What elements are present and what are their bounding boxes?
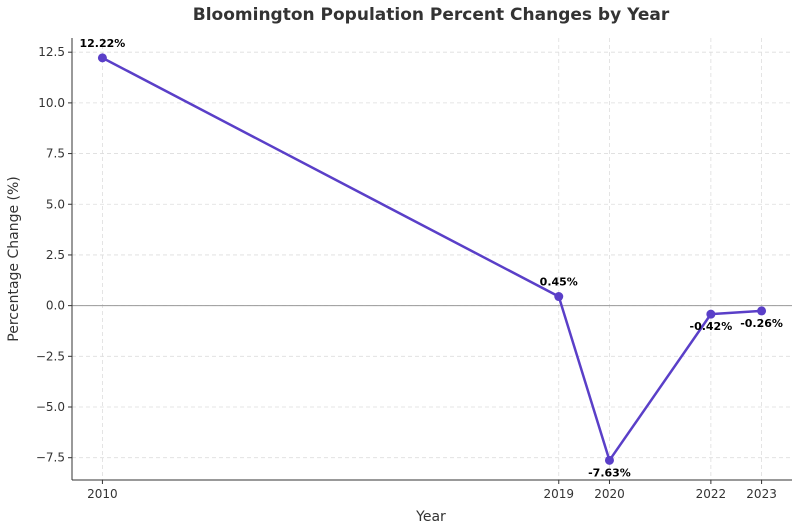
data-label: -7.63% (588, 466, 631, 479)
x-axis-label: Year (415, 509, 446, 525)
y-tick-label: 5.0 (46, 197, 65, 211)
x-tick-label: 2019 (543, 487, 574, 501)
data-label: -0.26% (740, 317, 783, 330)
x-tick-label: 2023 (746, 487, 777, 501)
y-tick-label: −2.5 (36, 349, 65, 363)
y-axis-label: Percentage Change (%) (6, 176, 22, 341)
y-tick-label: −7.5 (36, 451, 65, 465)
series-layer (97, 53, 767, 465)
data-point (97, 53, 107, 63)
tick-labels: 12.5 10.0 7.5 5.0 2.5 0.0 −2.5 −5.0 −7.5 2010 2019… (36, 45, 777, 501)
y-tick-label: 10.0 (38, 96, 65, 110)
data-point (554, 292, 564, 302)
y-tick-label: −5.0 (36, 400, 65, 414)
data-label: 0.45% (540, 276, 578, 289)
data-labels: 12.22% 0.45% -7.63% -0.42% -0.26% (80, 37, 783, 479)
y-tick-label: 0.0 (46, 299, 65, 313)
chart-title: Bloomington Population Percent Changes b… (193, 5, 670, 25)
series-line (101, 56, 762, 462)
y-tick-label: 2.5 (46, 248, 65, 262)
x-tick-label: 2010 (87, 487, 118, 501)
y-tick-label: 12.5 (38, 45, 65, 59)
data-point (604, 455, 614, 465)
data-label: -0.42% (690, 320, 733, 333)
axes (71, 38, 792, 481)
data-label: 12.22% (80, 37, 126, 50)
y-tick-label: 7.5 (46, 147, 65, 161)
data-point (757, 306, 767, 316)
x-tick-label: 2022 (696, 487, 727, 501)
x-tick-label: 2020 (594, 487, 625, 501)
data-point (706, 309, 716, 319)
grid-lines (72, 38, 792, 480)
